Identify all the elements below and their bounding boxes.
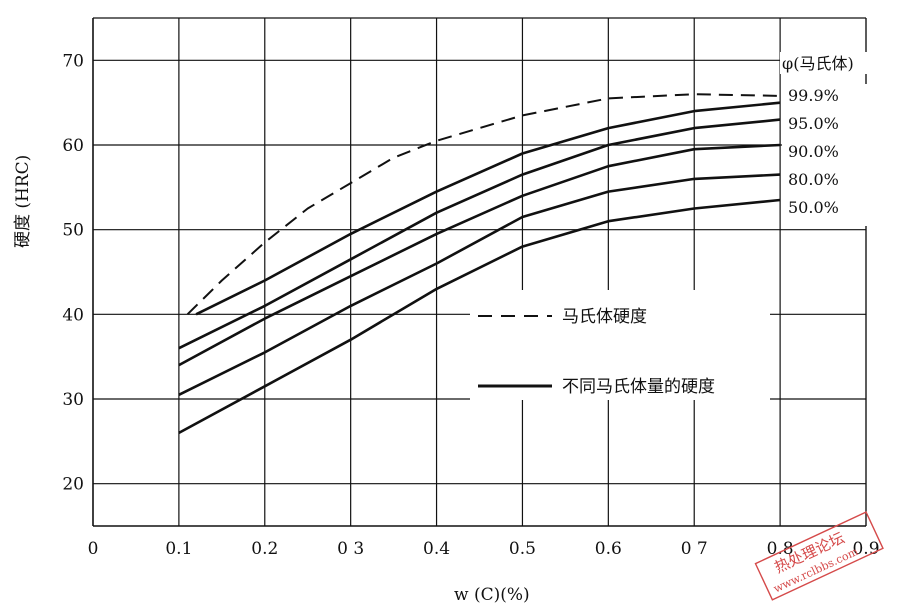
x-tick-label: 0.5 <box>509 539 536 559</box>
series-label: 95.0% <box>788 114 839 133</box>
y-tick-label: 20 <box>62 475 84 495</box>
x-tick-label: 0.6 <box>595 539 622 559</box>
legend-box-mask <box>470 290 770 400</box>
legend-title-mask <box>780 52 870 74</box>
series-labels: 99.9% 95.0% 90.0% 80.0% 50.0% <box>782 84 870 226</box>
series-label: 99.9% <box>788 86 839 105</box>
y-tick-label: 50 <box>62 221 84 241</box>
series-line <box>178 143 781 367</box>
legend-label-martensite-hardness: 马氏体硬度 <box>562 307 647 327</box>
x-tick-label: 0.4 <box>423 539 450 559</box>
series-line <box>178 118 781 350</box>
series-line <box>195 101 781 316</box>
grid-lines <box>93 18 867 526</box>
x-tick-label: 0.1 <box>165 539 192 559</box>
watermark-frame <box>754 511 884 601</box>
x-axis-label: w (C)(%) <box>454 585 530 604</box>
x-tick-label: 0 <box>88 539 99 559</box>
axes <box>92 17 867 527</box>
x-tick-label: 0 3 <box>337 539 364 559</box>
series-label: 90.0% <box>788 142 839 161</box>
x-tick-label: 0 7 <box>681 539 708 559</box>
y-tick-label: 60 <box>62 136 84 156</box>
y-tick-label: 40 <box>62 305 84 325</box>
y-axis-label: 硬度 (HRC) <box>13 155 33 248</box>
series-lines <box>178 93 781 435</box>
x-tick-label: 0.9 <box>852 539 879 559</box>
series-line <box>186 93 781 316</box>
series-line <box>178 198 781 435</box>
x-tick-label: 0.2 <box>251 539 278 559</box>
legend-label-hardness-by-martensite: 不同马氏体量的硬度 <box>562 377 715 397</box>
series-line <box>178 173 781 396</box>
series-label: 50.0% <box>788 198 839 217</box>
legend-title: φ(马氏体) <box>782 54 854 73</box>
series-labels-mask <box>782 84 870 226</box>
x-tick-label: 0.8 <box>767 539 794 559</box>
tick-labels: 0 0.1 0.2 0 3 0.4 0.5 0.6 0 7 0.8 0.9 20 30 40 50 60 70 <box>62 51 879 559</box>
y-tick-label: 70 <box>62 51 84 71</box>
y-tick-label: 30 <box>62 390 84 410</box>
series-label: 80.0% <box>788 170 839 189</box>
